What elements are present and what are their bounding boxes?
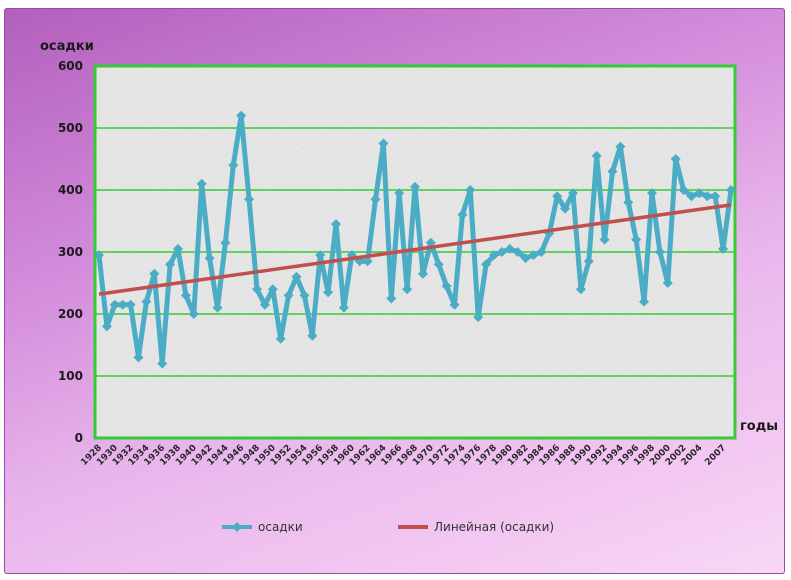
data-point <box>623 197 634 208</box>
data-point <box>362 256 373 267</box>
data-point <box>686 191 697 202</box>
y-tick-label: 600 <box>58 59 83 73</box>
data-point <box>141 296 152 307</box>
data-point <box>117 299 128 310</box>
data-point <box>220 237 231 248</box>
y-axis-label: осадки <box>40 39 94 54</box>
data-point <box>465 185 476 195</box>
y-tick-label: 400 <box>58 183 83 197</box>
data-point <box>149 268 160 279</box>
data-point <box>528 250 539 261</box>
data-point <box>678 185 689 195</box>
legend: осадки Линейная (осадки) <box>222 520 554 534</box>
legend-label-trend: Линейная (осадки) <box>434 520 554 534</box>
data-point <box>489 250 499 261</box>
data-point <box>331 219 341 230</box>
data-point <box>710 191 721 202</box>
data-point <box>109 299 120 310</box>
y-tick-labels: 0 100 200 300 400 500 600 <box>58 59 83 445</box>
data-point <box>473 312 484 323</box>
data-point <box>702 191 713 202</box>
data-point <box>259 299 270 310</box>
data-point <box>504 243 515 254</box>
data-point <box>283 290 294 301</box>
data-point <box>575 284 586 295</box>
data-point <box>204 253 215 264</box>
x-tick-label: 2007 <box>703 443 728 468</box>
data-point <box>299 290 310 301</box>
legend-marker-precip <box>232 522 242 532</box>
data-point <box>520 253 531 264</box>
data-point <box>481 259 492 270</box>
data-point <box>165 259 176 270</box>
data-point <box>496 247 507 257</box>
series-layer <box>94 110 736 369</box>
x-tick-labels: 1928193019321934193619381940194219441946… <box>79 443 728 468</box>
data-point <box>267 284 278 295</box>
data-point <box>402 284 413 295</box>
data-point <box>441 281 452 292</box>
data-point <box>133 352 144 363</box>
data-point <box>125 299 136 310</box>
data-point <box>236 110 247 121</box>
y-tick-label: 300 <box>58 245 83 259</box>
data-point <box>654 247 665 257</box>
data-point <box>378 138 389 149</box>
data-point <box>291 271 302 282</box>
data-point <box>315 250 326 261</box>
data-point <box>670 154 681 164</box>
data-point <box>275 333 286 344</box>
data-point <box>433 259 444 270</box>
data-point <box>457 209 468 220</box>
data-point <box>639 296 650 307</box>
y-tick-label: 100 <box>58 369 83 383</box>
data-point <box>212 302 223 313</box>
trend-line <box>98 203 732 296</box>
data-point <box>607 166 618 177</box>
data-point <box>583 256 594 267</box>
y-tick-label: 0 <box>75 431 83 445</box>
data-point <box>662 278 673 288</box>
data-point <box>394 188 405 199</box>
y-tick-label: 200 <box>58 307 83 321</box>
data-point <box>647 188 657 199</box>
data-point <box>568 188 578 199</box>
data-point <box>252 284 262 295</box>
data-point <box>694 188 705 199</box>
data-point <box>94 250 104 261</box>
data-point <box>410 181 420 192</box>
data-point <box>599 234 610 245</box>
data-point <box>560 203 571 214</box>
data-point <box>323 287 334 298</box>
data-point <box>718 243 729 254</box>
data-point <box>244 194 255 205</box>
data-point <box>228 160 239 171</box>
data-point <box>536 247 547 257</box>
data-point <box>370 194 381 205</box>
data-point <box>173 243 183 254</box>
data-point <box>631 234 642 245</box>
x-axis-label: годы <box>740 419 778 434</box>
data-point <box>101 321 112 332</box>
data-point <box>188 309 199 319</box>
data-point <box>338 302 349 313</box>
legend-label-precip: осадки <box>258 520 303 534</box>
data-point <box>196 178 207 189</box>
data-point <box>180 290 191 301</box>
data-point <box>512 247 523 257</box>
data-point <box>307 330 318 341</box>
y-tick-label: 500 <box>58 121 83 135</box>
data-point <box>552 191 563 202</box>
data-point <box>386 293 397 304</box>
data-point <box>726 185 736 195</box>
data-point <box>615 141 626 152</box>
data-point <box>157 358 168 369</box>
plot-border <box>93 64 737 440</box>
data-point <box>449 299 460 310</box>
data-point <box>417 268 428 279</box>
data-point <box>591 150 602 161</box>
